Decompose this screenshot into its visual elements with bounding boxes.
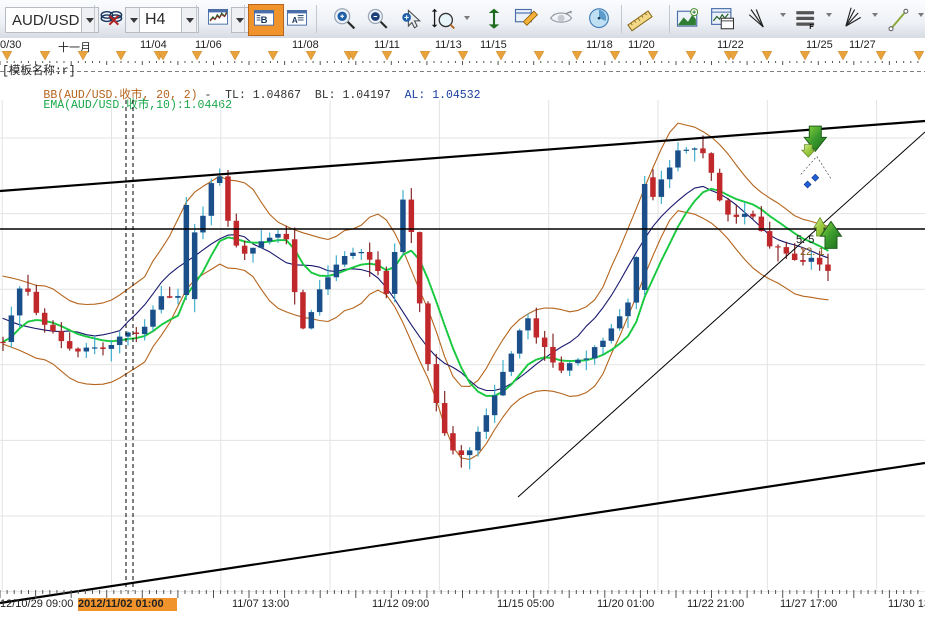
svg-text:B: B xyxy=(261,15,268,26)
svg-text:F: F xyxy=(809,22,814,31)
svg-text:A: A xyxy=(292,16,298,25)
